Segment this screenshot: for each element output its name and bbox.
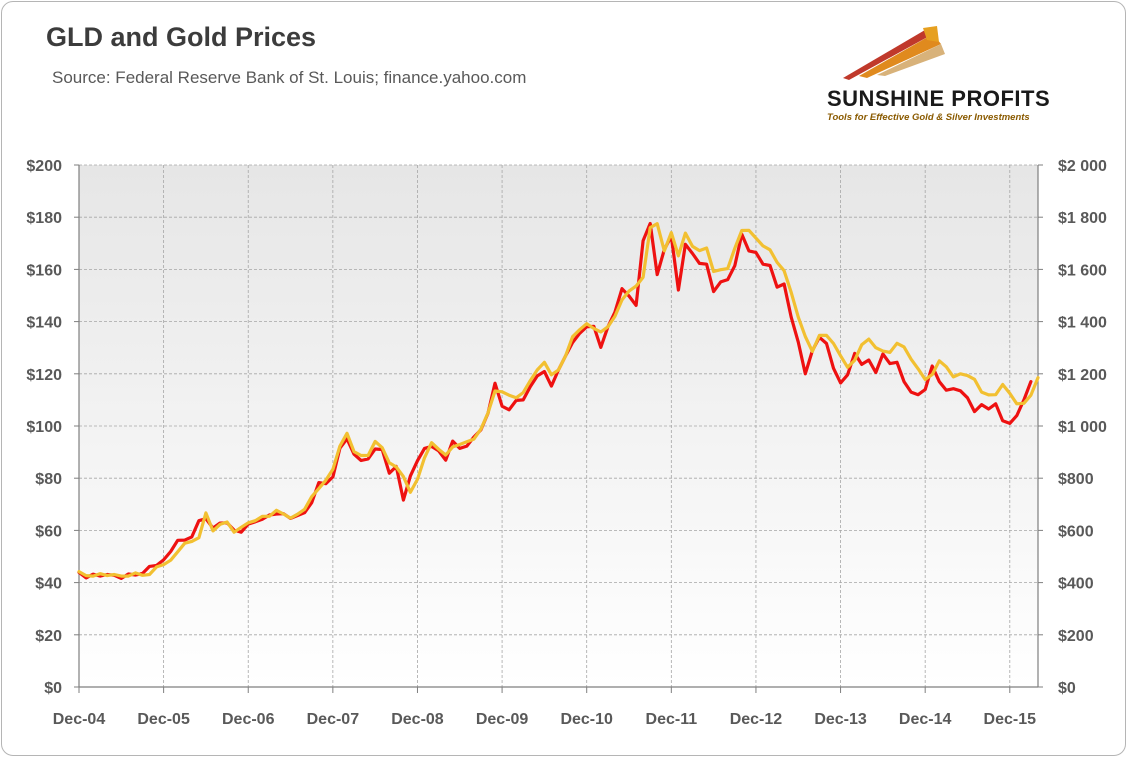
logo-name: SUNSHINE PROFITS xyxy=(827,86,1051,111)
gold-price-line xyxy=(77,222,1040,578)
y-left-tick-label: $0 xyxy=(44,680,62,697)
y-left-tick-label: $80 xyxy=(35,471,62,488)
y-left-tick-label: $180 xyxy=(26,210,62,227)
x-tick-label: Dec-14 xyxy=(899,711,952,728)
x-tick-label: Dec-10 xyxy=(560,711,613,728)
x-tick-label: Dec-13 xyxy=(814,711,867,728)
chart-subtitle: Source: Federal Reserve Bank of St. Loui… xyxy=(52,68,527,87)
y-left-tick-label: $160 xyxy=(26,262,62,279)
y-right-tick-label: $1 200 xyxy=(1058,367,1107,384)
y-left-tick-label: $40 xyxy=(35,576,62,593)
y-right-tick-label: $800 xyxy=(1058,471,1094,488)
plot-area xyxy=(79,165,1038,687)
chart-title: GLD and Gold Prices xyxy=(46,22,317,52)
x-tick-label: Dec-07 xyxy=(307,711,360,728)
logo-swoosh-icon xyxy=(843,26,945,80)
logo-tagline: Tools for Effective Gold & Silver Invest… xyxy=(827,112,1030,123)
x-tick-label: Dec-09 xyxy=(476,711,529,728)
tick-labels: $0 $0 $20 $200 $40 $400 $60 $600 $80 $800 $100 $1 0… xyxy=(26,158,1107,728)
y-right-tick-label: $1 000 xyxy=(1058,419,1107,436)
y-left-tick-label: $100 xyxy=(26,419,62,436)
y-left-tick-label: $20 xyxy=(35,628,62,645)
sunshine-profits-logo: SUNSHINE PROFITS Tools for Effective Gol… xyxy=(815,20,1050,130)
gridlines xyxy=(79,164,1038,687)
y-left-tick-label: $200 xyxy=(26,158,62,175)
y-right-tick-label: $200 xyxy=(1058,628,1094,645)
x-tick-label: Dec-12 xyxy=(730,711,783,728)
y-right-tick-label: $1 800 xyxy=(1058,210,1107,227)
x-tick-label: Dec-11 xyxy=(646,711,698,728)
x-tick-label: Dec-05 xyxy=(137,711,190,728)
series-lines xyxy=(77,221,1040,581)
x-tick-label: Dec-08 xyxy=(391,711,444,728)
x-tick-label: Dec-15 xyxy=(984,711,1037,728)
y-left-tick-label: $120 xyxy=(26,367,62,384)
x-tick-label: Dec-04 xyxy=(53,711,106,728)
y-right-tick-label: $2 000 xyxy=(1058,158,1107,175)
y-right-tick-label: $400 xyxy=(1058,576,1094,593)
y-left-tick-label: $60 xyxy=(35,523,62,540)
y-right-tick-label: $600 xyxy=(1058,523,1094,540)
y-right-tick-label: $1 400 xyxy=(1058,315,1107,332)
axes xyxy=(74,164,1043,693)
y-left-tick-label: $140 xyxy=(26,315,62,332)
y-right-tick-label: $1 600 xyxy=(1058,262,1107,279)
y-right-tick-label: $0 xyxy=(1058,680,1076,697)
x-tick-label: Dec-06 xyxy=(222,711,275,728)
